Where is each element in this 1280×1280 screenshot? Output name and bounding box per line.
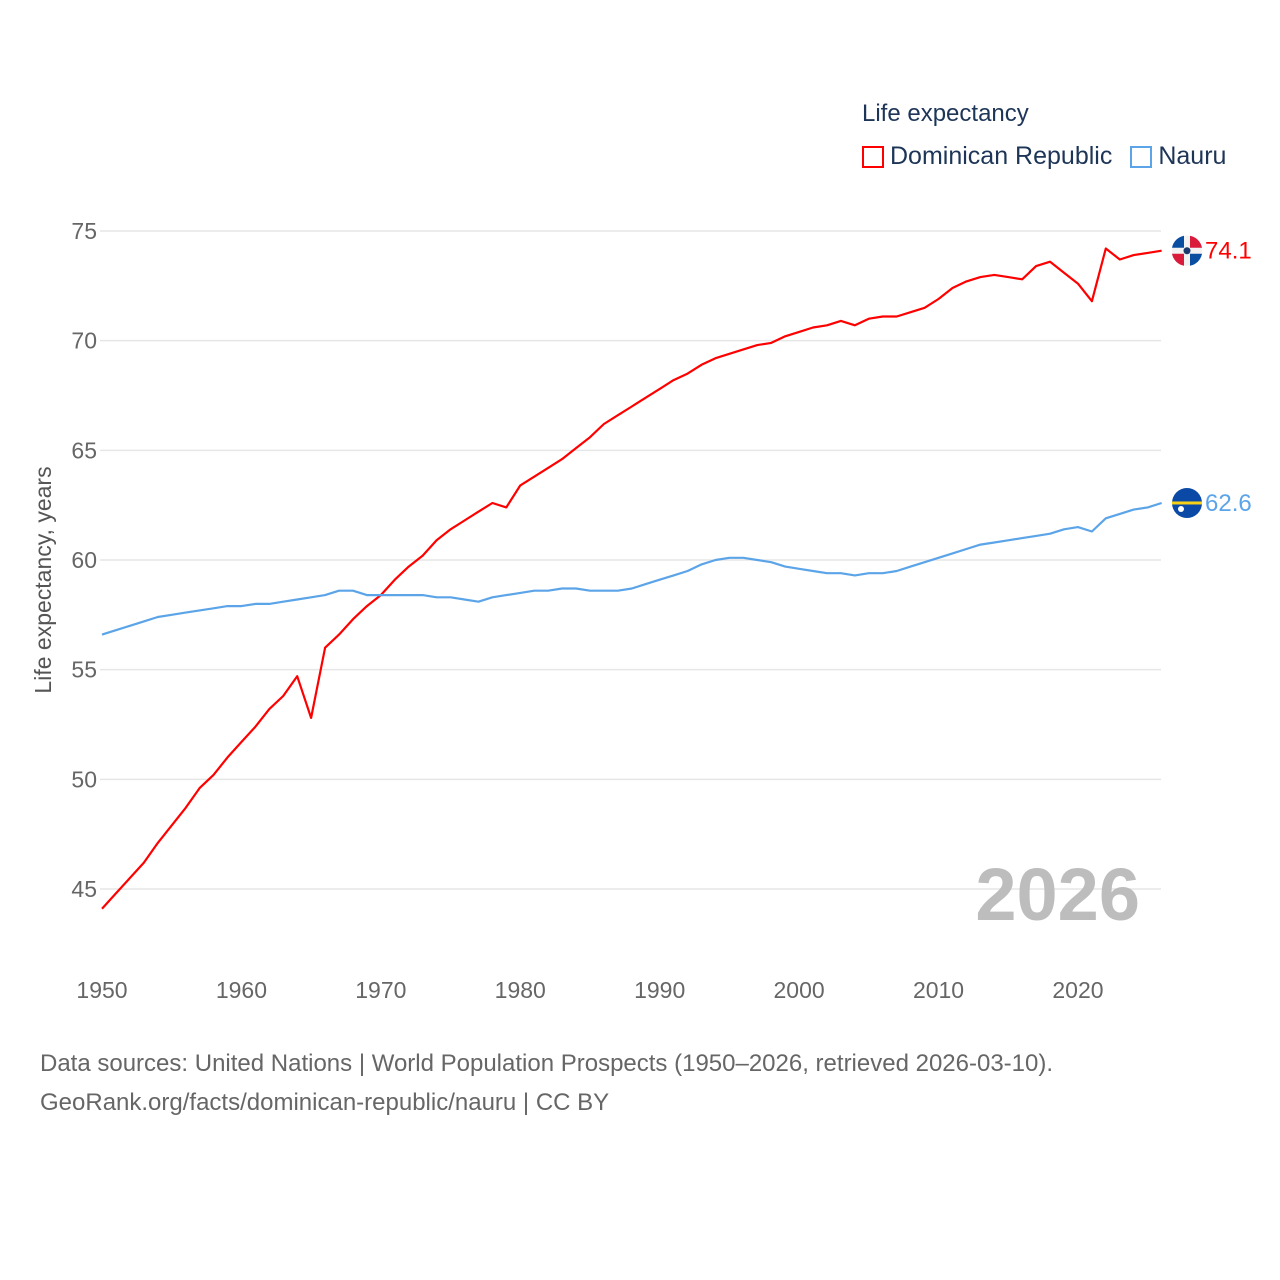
y-axis-label: Life expectancy, years	[30, 466, 56, 693]
flag-emblem	[1183, 247, 1191, 255]
legend-item-dominican-republic[interactable]: Dominican Republic	[862, 142, 1112, 171]
flag-quadrant	[1190, 253, 1202, 266]
source-link[interactable]: GeoRank.org/facts/dominican-republic/nau…	[40, 1089, 610, 1116]
flag-stripe	[1172, 501, 1202, 505]
x-tick-label: 1950	[76, 977, 127, 1003]
series-line-dominican-republic	[101, 247, 1162, 910]
end-value-label: 62.6	[1205, 490, 1252, 517]
nauru-flag-icon	[1172, 487, 1202, 518]
legend: Dominican Republic Nauru	[862, 142, 1226, 171]
legend-item-nauru[interactable]: Nauru	[1130, 142, 1226, 171]
year-watermark: 2026	[975, 853, 1140, 936]
y-tick-label: 50	[71, 766, 97, 792]
y-tick-label: 75	[71, 218, 97, 244]
y-tick-label: 65	[71, 437, 97, 463]
legend-swatch-nauru	[1130, 145, 1153, 168]
legend-swatch-dominican-republic	[862, 145, 884, 168]
dominican-republic-flag-icon	[1172, 235, 1202, 266]
flag-quadrant	[1172, 235, 1184, 248]
data-source-text: Data sources: United Nations | World Pop…	[40, 1050, 1054, 1077]
x-tick-label: 2000	[774, 977, 825, 1003]
series-end-markers: 74.1 62.6	[1172, 235, 1252, 518]
gridlines	[100, 230, 1161, 890]
flag-star	[1178, 505, 1184, 512]
legend-label: Nauru	[1158, 142, 1227, 170]
x-tick-label: 1970	[355, 977, 406, 1003]
x-axis-ticks: 1950 1960 1970 1980 1990 2000 2010 2020	[76, 977, 1103, 1003]
legend-label: Dominican Republic	[890, 142, 1113, 170]
legend-title: Life expectancy	[862, 100, 1029, 127]
flag-quadrant	[1190, 235, 1202, 248]
series-line-nauru	[101, 501, 1162, 636]
y-tick-label: 55	[71, 657, 97, 683]
x-tick-label: 1960	[216, 977, 267, 1003]
flag-quadrant	[1172, 253, 1184, 266]
y-tick-label: 60	[71, 547, 97, 573]
x-tick-label: 2010	[913, 977, 964, 1003]
series-lines	[101, 247, 1162, 910]
y-axis-ticks: 45 50 55 60 65 70 75	[71, 218, 97, 902]
footer: Data sources: United Nations | World Pop…	[40, 1044, 1053, 1122]
x-tick-label: 2020	[1052, 977, 1103, 1003]
x-tick-label: 1980	[495, 977, 546, 1003]
end-value-label: 74.1	[1205, 238, 1252, 265]
y-tick-label: 70	[71, 328, 97, 354]
y-tick-label: 45	[71, 876, 97, 902]
x-tick-label: 1990	[634, 977, 685, 1003]
